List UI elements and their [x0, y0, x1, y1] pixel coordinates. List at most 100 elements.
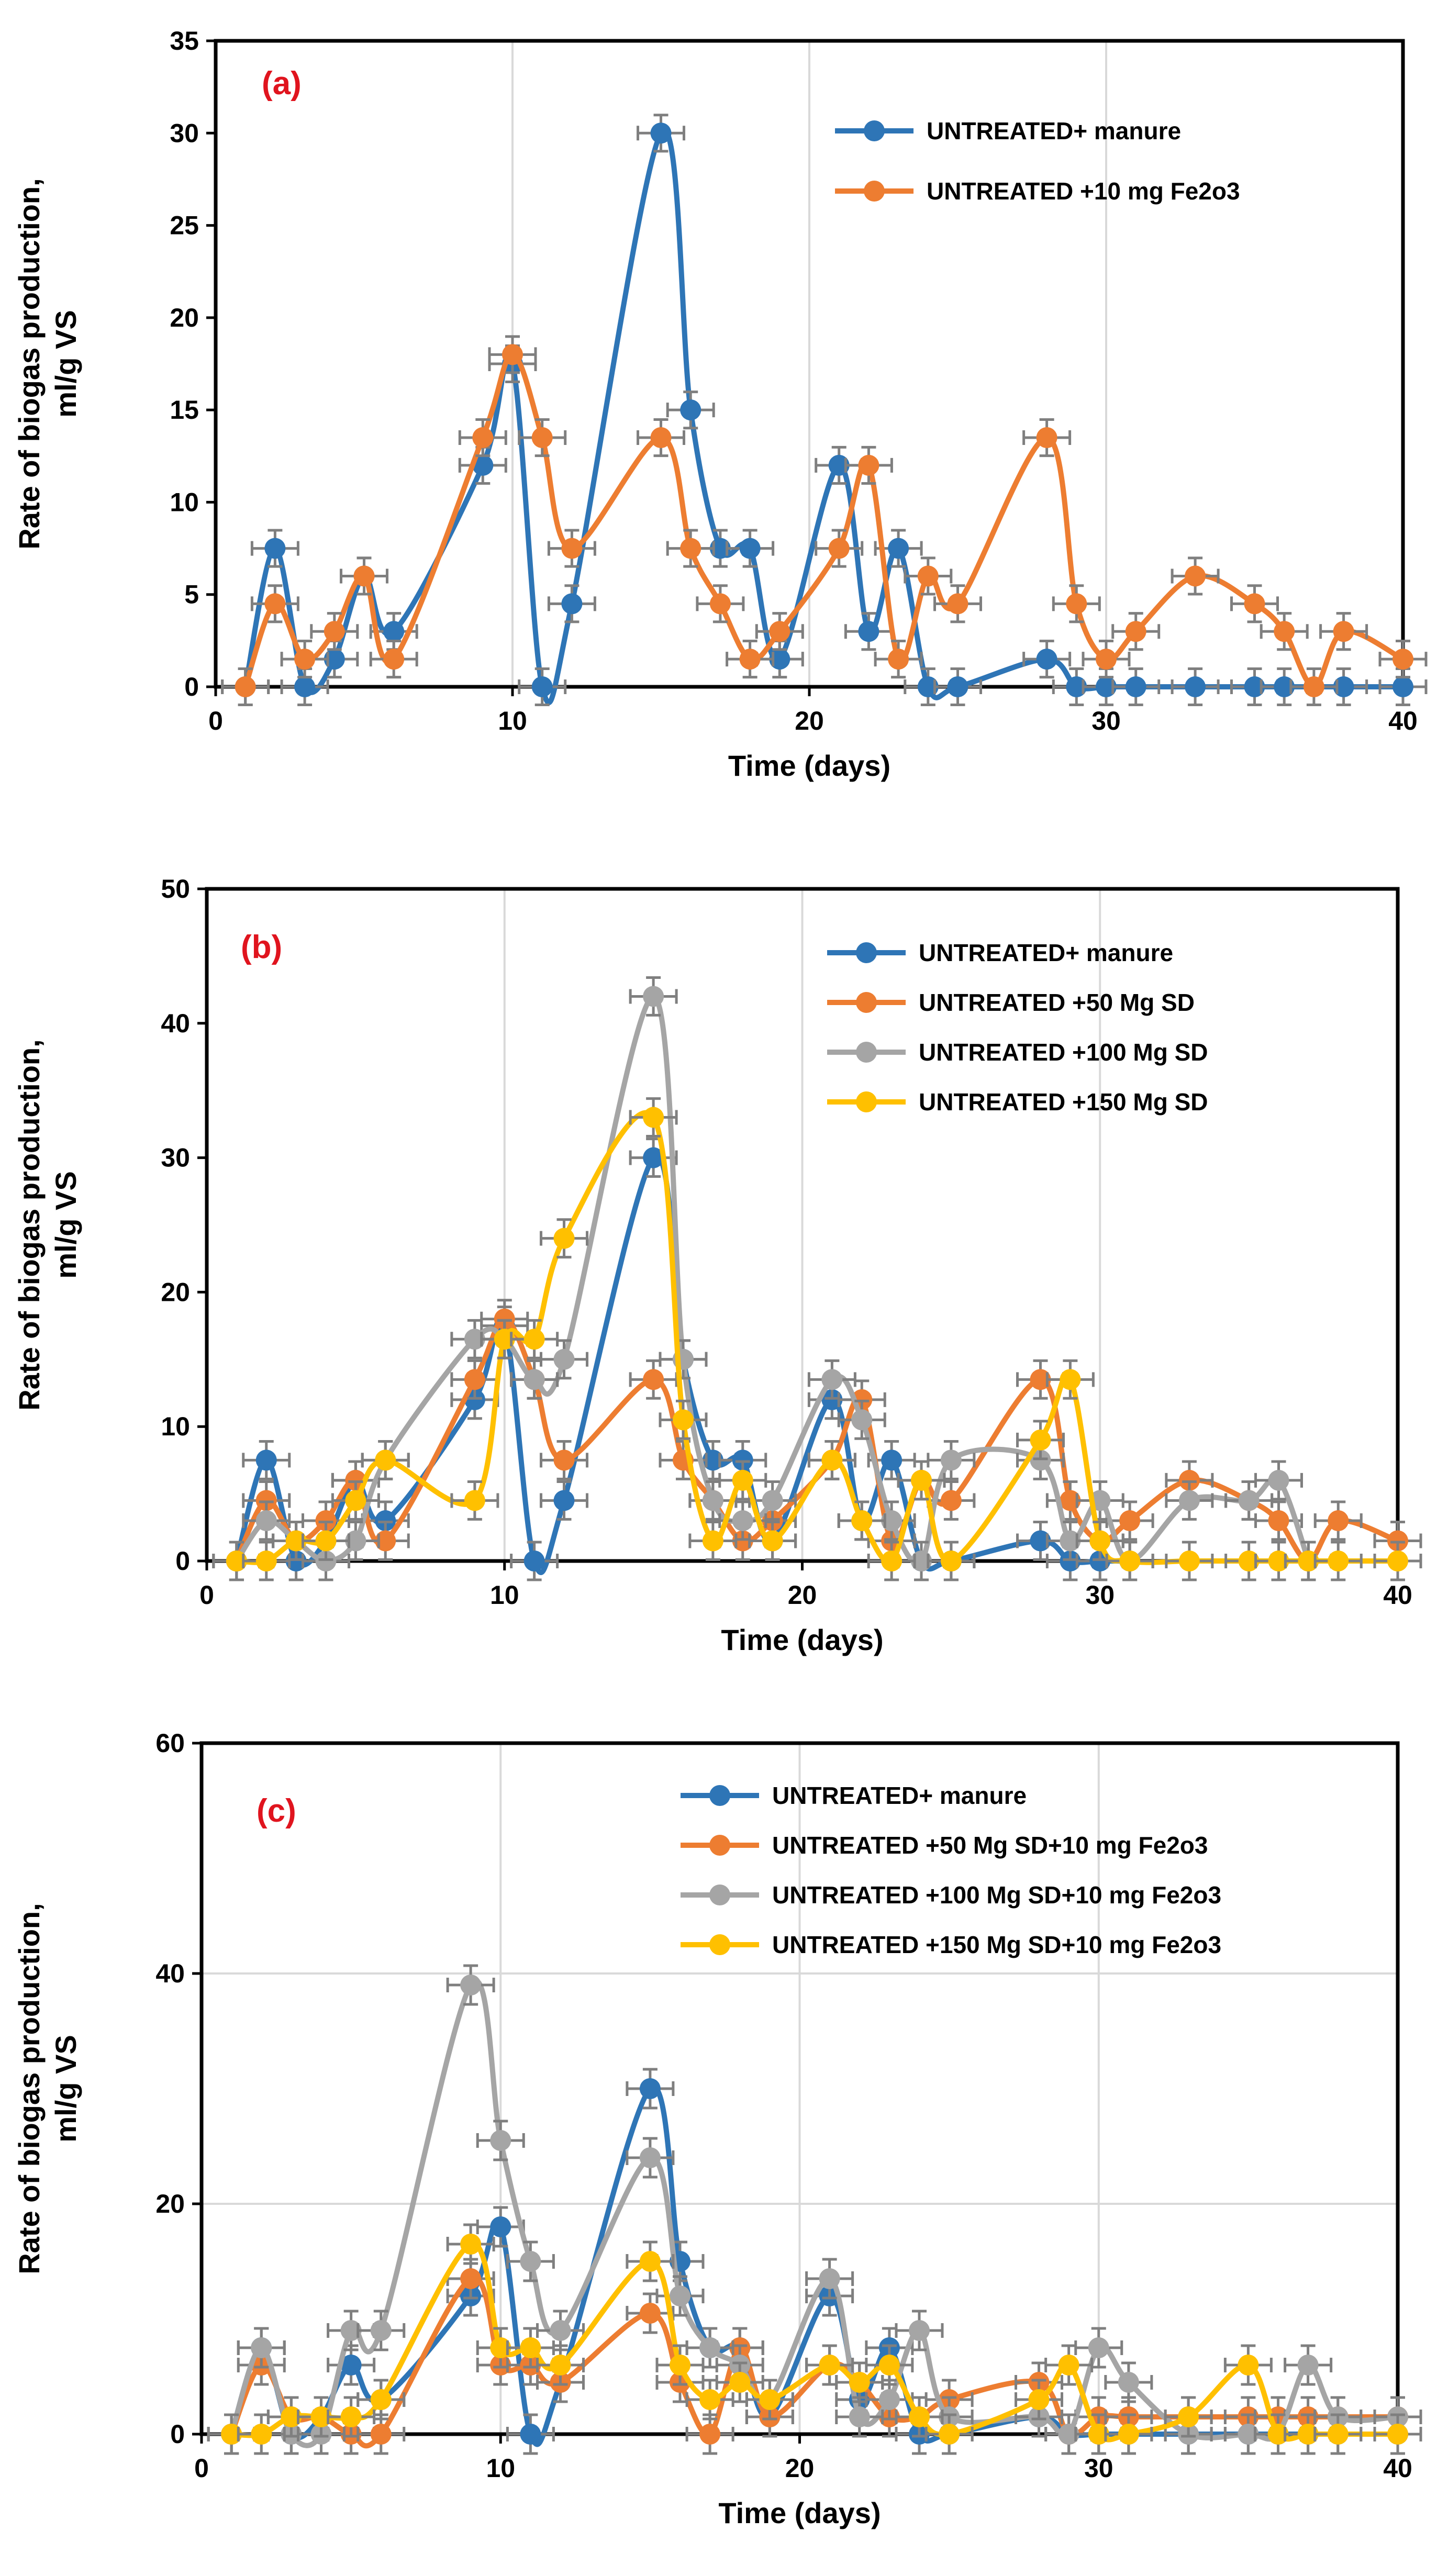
data-point [1066, 676, 1087, 697]
x-tick-label: 40 [1383, 2454, 1412, 2483]
data-point [917, 565, 939, 587]
legend-swatch-marker [709, 1934, 730, 1955]
data-point [315, 1551, 337, 1571]
data-point [520, 2337, 541, 2358]
data-point [1328, 1510, 1349, 1531]
data-point [940, 1490, 962, 1511]
data-point [1030, 1449, 1051, 1471]
series-line [242, 352, 1405, 689]
legend-swatch-marker [709, 1835, 730, 1856]
data-point [531, 427, 553, 449]
data-point [702, 1490, 723, 1511]
x-tick-label: 40 [1383, 1580, 1412, 1610]
legend-label: UNTREATED +150 Mg SD+10 mg Fe2o3 [772, 1931, 1221, 1958]
data-point [1096, 676, 1117, 697]
data-point [940, 1551, 962, 1571]
data-point [762, 1510, 783, 1531]
chart-panel-2: 0 10 20 30 40 50 0 10 20 30 40 Time (days) Rate of b… [13, 874, 1422, 1656]
y-tick-label: 0 [170, 2419, 185, 2449]
data-point [1387, 2424, 1408, 2445]
series-3 [212, 976, 1333, 1581]
data-point [294, 649, 316, 670]
data-point [762, 1490, 783, 1511]
data-point [909, 2406, 930, 2427]
data-point [1066, 593, 1087, 615]
data-point [639, 2147, 661, 2168]
legend-label: UNTREATED +50 Mg SD [919, 989, 1195, 1016]
data-point [699, 2389, 721, 2410]
data-point [1297, 2424, 1319, 2445]
data-point [1178, 1490, 1200, 1511]
data-point [917, 676, 939, 697]
data-point [531, 676, 553, 697]
data-point [762, 1530, 783, 1552]
data-point [255, 1449, 277, 1471]
y-tick-label: 5 [184, 580, 199, 609]
data-point [911, 1469, 932, 1491]
data-point [940, 1449, 962, 1471]
data-point [699, 2424, 721, 2445]
data-point [1036, 427, 1057, 449]
data-point [340, 2355, 362, 2376]
data-point [285, 1530, 307, 1552]
legend-swatch-marker [709, 1785, 730, 1806]
data-point [264, 538, 286, 559]
y-tick-label: 40 [161, 1009, 190, 1038]
data-point [1030, 1429, 1051, 1451]
y-axis-title: Rate of biogas production, ml/g VS [13, 178, 82, 549]
data-point [285, 1551, 307, 1571]
data-point [1298, 1551, 1319, 1571]
data-point [1119, 1510, 1141, 1531]
data-point [340, 2406, 362, 2427]
data-point [1387, 1530, 1408, 1552]
data-point [226, 1551, 247, 1571]
data-point [639, 2251, 661, 2272]
legend-swatch-marker [864, 120, 885, 141]
data-point [375, 1510, 396, 1531]
data-point [490, 2337, 511, 2358]
legend-entry: UNTREATED+ manure [835, 117, 1181, 144]
data-point [1297, 2355, 1319, 2376]
data-point [947, 593, 968, 615]
data-point [858, 454, 879, 476]
data-point [1178, 1551, 1200, 1571]
series-line [231, 2241, 1398, 2443]
legend-entry: UNTREATED +100 Mg SD [827, 1039, 1208, 1066]
data-point [732, 1469, 753, 1491]
legend-label: UNTREATED +100 Mg SD+10 mg Fe2o3 [772, 1881, 1221, 1909]
y-axis-title-line: ml/g VS [49, 1171, 82, 1278]
x-axis-title: Time (days) [721, 1623, 883, 1656]
data-point [553, 1449, 575, 1471]
data-point [340, 2320, 362, 2341]
data-point [819, 2268, 840, 2289]
legend-swatch-marker [856, 1042, 877, 1063]
data-point [1030, 1369, 1051, 1390]
x-tick-label: 0 [199, 1580, 214, 1610]
y-axis-title: Rate of biogas production, ml/g VS [13, 1039, 82, 1410]
data-point [1274, 676, 1295, 697]
data-point [732, 1530, 753, 1552]
data-point [464, 1329, 485, 1350]
data-point [561, 538, 583, 559]
y-tick-label: 30 [161, 1143, 190, 1173]
data-point [1238, 2424, 1259, 2445]
data-point [947, 676, 968, 697]
data-point [520, 2424, 541, 2445]
data-point [769, 621, 790, 642]
data-point [828, 454, 850, 476]
data-point [370, 2320, 392, 2341]
legend-swatch-marker [864, 181, 885, 202]
legend-entry: UNTREATED +10 mg Fe2o3 [835, 177, 1240, 205]
data-point [1058, 2355, 1079, 2376]
x-tick-label: 20 [795, 706, 824, 735]
panel-label: (a) [262, 65, 302, 102]
data-point [472, 454, 494, 476]
series-4 [212, 1097, 1422, 1581]
x-tick-label: 10 [490, 1580, 519, 1610]
data-point [553, 1228, 575, 1249]
data-point [375, 1449, 396, 1471]
y-tick-label: 40 [155, 1959, 185, 1988]
data-point [1088, 2424, 1109, 2445]
x-tick-label: 40 [1388, 706, 1418, 735]
data-point [819, 2355, 840, 2376]
